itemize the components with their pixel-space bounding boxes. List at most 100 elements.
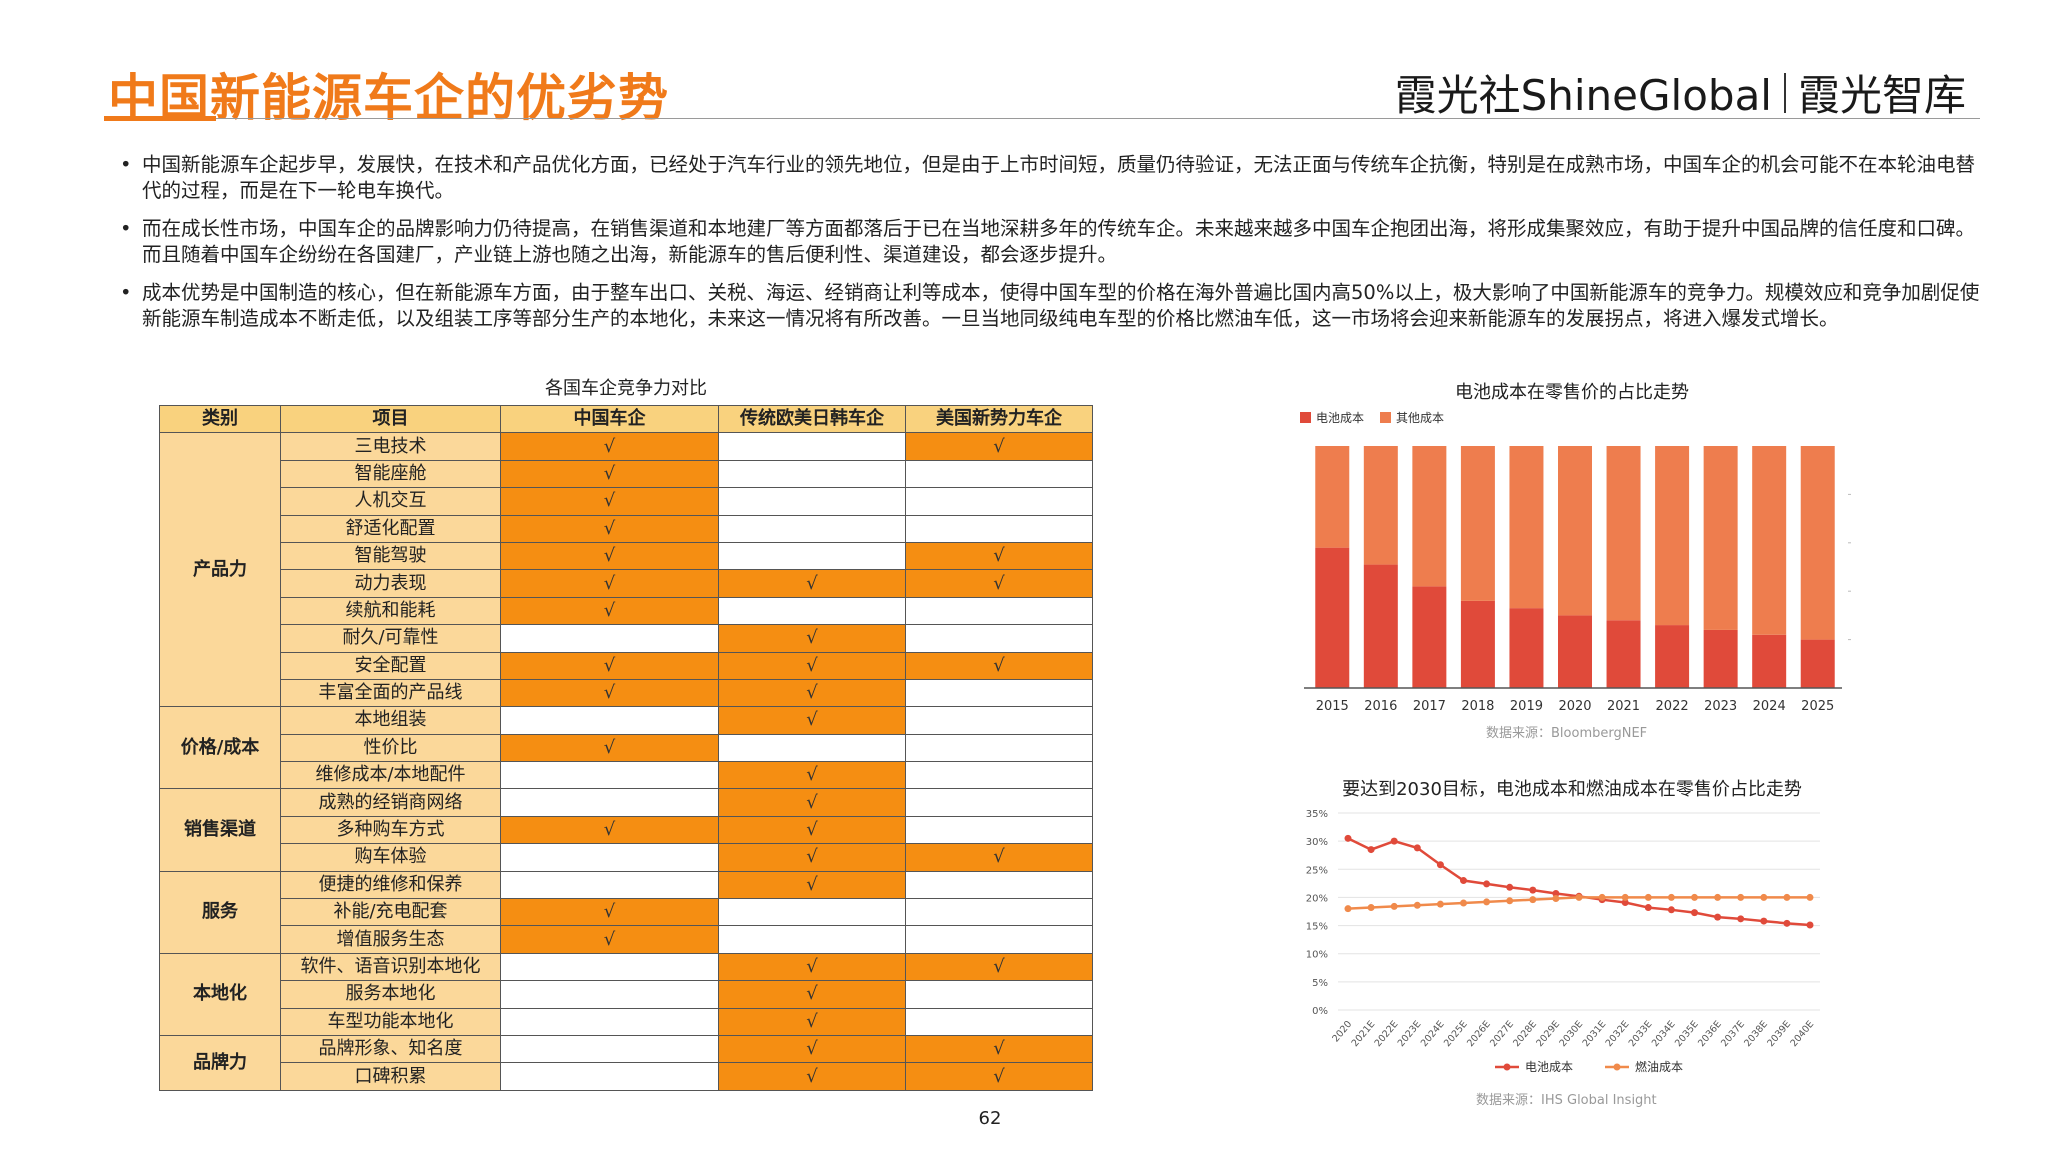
- table-row: 本地化 软件、语音识别本地化 √ √: [159, 952, 1093, 1036]
- empty-cell: [905, 706, 1093, 735]
- table-row: 续航和能耗 √: [160, 596, 1093, 626]
- check-cell: √: [905, 569, 1093, 598]
- y-tick-label: 20%: [1306, 893, 1328, 904]
- data-point: [1737, 893, 1745, 901]
- check-cell: √: [500, 815, 719, 845]
- table-row: 智能驾驶 √ √: [160, 541, 1093, 571]
- empty-cell: [905, 1007, 1093, 1036]
- table-row: 动力表现 √ √ √: [160, 569, 1093, 598]
- empty-cell: [500, 843, 719, 872]
- empty-cell: [718, 733, 906, 763]
- item-cell: 维修成本/本地配件: [280, 761, 501, 790]
- cost-share-line-chart: 0%5%10%15%20%25%30%35%20202021E2022E2023…: [1306, 809, 1820, 1074]
- check-cell: √: [500, 898, 719, 927]
- data-point: [1644, 893, 1652, 901]
- brand-shineglobal: 霞光社ShineGlobal: [1394, 71, 1772, 120]
- x-tick-label: 2029E: [1534, 1019, 1562, 1049]
- table-row: 购车体验 √ √: [160, 843, 1093, 872]
- empty-cell: [718, 487, 906, 516]
- y-tick-label: 10%: [1306, 950, 1328, 961]
- data-point: [1714, 913, 1722, 921]
- item-cell: 性价比: [280, 733, 501, 763]
- data-point: [1644, 904, 1652, 912]
- y-tick-label: 30%: [1306, 837, 1328, 848]
- data-point: [1760, 917, 1768, 925]
- table-row: 多种购车方式 √ √: [160, 815, 1093, 845]
- empty-cell: [500, 706, 719, 735]
- empty-cell: [905, 925, 1093, 954]
- data-point: [1783, 893, 1791, 901]
- title-accent-bar: [104, 116, 216, 121]
- data-point: [1367, 904, 1375, 912]
- empty-cell: [500, 952, 719, 982]
- legend-swatch: [1380, 412, 1391, 423]
- x-tick-label: 2023E: [1396, 1019, 1424, 1049]
- empty-cell: [905, 788, 1093, 817]
- bar-segment: [1558, 446, 1592, 616]
- table-row: 人机交互 √: [160, 487, 1093, 516]
- x-tick-label: 2030E: [1557, 1019, 1585, 1049]
- bar-segment: [1363, 564, 1398, 688]
- data-point: [1552, 895, 1560, 903]
- empty-cell: [500, 870, 719, 900]
- header-us-new: 美国新势力车企: [905, 404, 1093, 434]
- legend-label: 燃油成本: [1635, 1059, 1683, 1074]
- title-divider: [104, 118, 1980, 119]
- table-row: 耐久/可靠性 √: [160, 624, 1093, 653]
- data-point: [1691, 909, 1698, 917]
- table-row: 安全配置 √ √ √: [160, 651, 1093, 680]
- item-cell: 品牌形象、知名度: [280, 1034, 501, 1064]
- x-tick-label: 2027E: [1488, 1019, 1516, 1049]
- check-cell: √: [500, 514, 719, 543]
- check-cell: √: [718, 870, 906, 900]
- competitiveness-table: 类别 项目 中国车企 传统欧美日韩车企 美国新势力车企 产品力 三电技术 √ √ 智能座…: [159, 404, 1093, 1091]
- data-point: [1436, 861, 1444, 869]
- empty-cell: [500, 980, 719, 1009]
- data-point: [1667, 893, 1675, 901]
- empty-cell: [905, 514, 1093, 543]
- data-point: [1344, 905, 1352, 913]
- check-cell: √: [718, 761, 906, 790]
- check-cell: √: [905, 1062, 1093, 1091]
- check-cell: √: [718, 1007, 906, 1036]
- table-header-row: 类别 项目 中国车企 传统欧美日韩车企 美国新势力车企: [159, 404, 1093, 434]
- empty-cell: [718, 541, 906, 571]
- table-row: 车型功能本地化 √: [160, 1007, 1093, 1036]
- data-point: [1413, 901, 1421, 909]
- data-point: [1390, 837, 1398, 845]
- data-point: [1344, 834, 1352, 842]
- category-cell: 品牌力: [159, 1034, 281, 1091]
- item-cell: 软件、语音识别本地化: [280, 952, 501, 982]
- empty-cell: [905, 870, 1093, 900]
- empty-cell: [905, 761, 1093, 790]
- x-tick-label: 2022: [1656, 699, 1689, 714]
- data-point: [1575, 893, 1583, 901]
- table-row: 舒适化配置 √: [160, 514, 1093, 543]
- x-tick-label: 2018: [1461, 699, 1494, 714]
- check-cell: √: [500, 541, 719, 571]
- empty-cell: [500, 788, 719, 817]
- x-tick-label: 2020: [1558, 699, 1591, 714]
- bullet-item: 而在成长性市场，中国车企的品牌影响力仍待提高，在销售渠道和本地建厂等方面都落后于…: [120, 216, 1980, 268]
- data-point: [1691, 893, 1698, 901]
- legend-label: 电池成本: [1316, 411, 1364, 425]
- page-number: 62: [978, 1108, 1002, 1129]
- check-cell: √: [905, 952, 1093, 982]
- item-cell: 丰富全面的产品线: [280, 678, 501, 708]
- item-cell: 购车体验: [280, 843, 501, 872]
- data-point: [1506, 883, 1514, 891]
- check-cell: √: [500, 432, 719, 461]
- empty-cell: [500, 1034, 719, 1064]
- bar-segment: [1412, 446, 1447, 587]
- x-tick-label: 2024: [1753, 699, 1786, 714]
- check-cell: √: [500, 459, 719, 489]
- check-cell: √: [905, 432, 1093, 461]
- table-row: 口碑积累 √ √: [160, 1062, 1093, 1091]
- x-tick-label: 2035E: [1673, 1019, 1701, 1049]
- table-row: 补能/充电配套 √: [160, 898, 1093, 927]
- x-tick-label: 2028E: [1511, 1019, 1539, 1049]
- x-tick-label: 2022E: [1373, 1019, 1401, 1049]
- check-cell: √: [500, 678, 719, 708]
- line-chart-source: 数据来源：IHS Global Insight: [1476, 1093, 1657, 1108]
- item-cell: 服务本地化: [280, 980, 501, 1009]
